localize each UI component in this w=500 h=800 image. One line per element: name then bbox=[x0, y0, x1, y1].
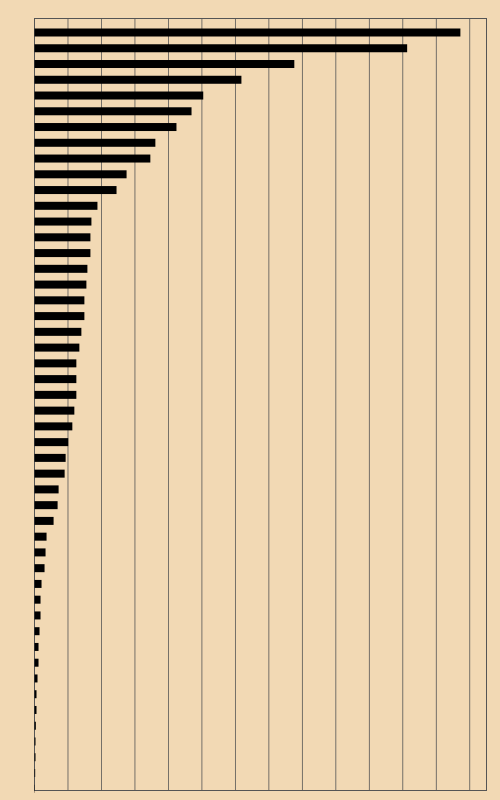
bar bbox=[34, 422, 73, 431]
bar bbox=[34, 249, 91, 258]
bar bbox=[34, 627, 40, 636]
bar bbox=[34, 485, 59, 494]
bar bbox=[34, 516, 54, 525]
bar bbox=[34, 327, 82, 336]
bar bbox=[34, 123, 177, 132]
bar bbox=[34, 406, 75, 415]
bar bbox=[34, 532, 47, 541]
bar bbox=[34, 343, 80, 352]
bar bbox=[34, 737, 36, 746]
bar bbox=[34, 154, 151, 163]
bar bbox=[34, 375, 77, 384]
bar bbox=[34, 674, 38, 683]
bar bbox=[34, 753, 36, 762]
bar bbox=[34, 75, 242, 84]
bar bbox=[34, 705, 37, 714]
bar bbox=[34, 217, 92, 226]
bar bbox=[34, 658, 39, 667]
bar bbox=[34, 264, 88, 273]
bar bbox=[34, 296, 85, 305]
bar bbox=[34, 642, 39, 651]
bar bbox=[34, 501, 58, 510]
bar bbox=[34, 469, 65, 478]
bar bbox=[34, 201, 98, 210]
bar bbox=[34, 233, 91, 242]
bar bbox=[34, 107, 192, 116]
bar bbox=[34, 170, 127, 179]
bar bbox=[34, 438, 69, 447]
bar bbox=[34, 312, 85, 321]
bar bbox=[34, 60, 295, 69]
bar bbox=[34, 390, 77, 399]
bar bbox=[34, 768, 36, 777]
bar bbox=[34, 611, 41, 620]
bar bbox=[34, 28, 461, 37]
bar bbox=[34, 138, 156, 147]
bar bbox=[34, 564, 45, 573]
bar bbox=[34, 721, 36, 730]
bar bbox=[34, 186, 117, 195]
bar bbox=[34, 579, 42, 588]
bar bbox=[34, 91, 204, 100]
bar bbox=[34, 359, 77, 368]
bar bbox=[34, 280, 87, 289]
bar bbox=[34, 453, 66, 462]
bar bbox=[34, 595, 41, 604]
bar bbox=[34, 44, 408, 53]
bar bbox=[34, 690, 37, 699]
bar bbox=[34, 548, 46, 557]
